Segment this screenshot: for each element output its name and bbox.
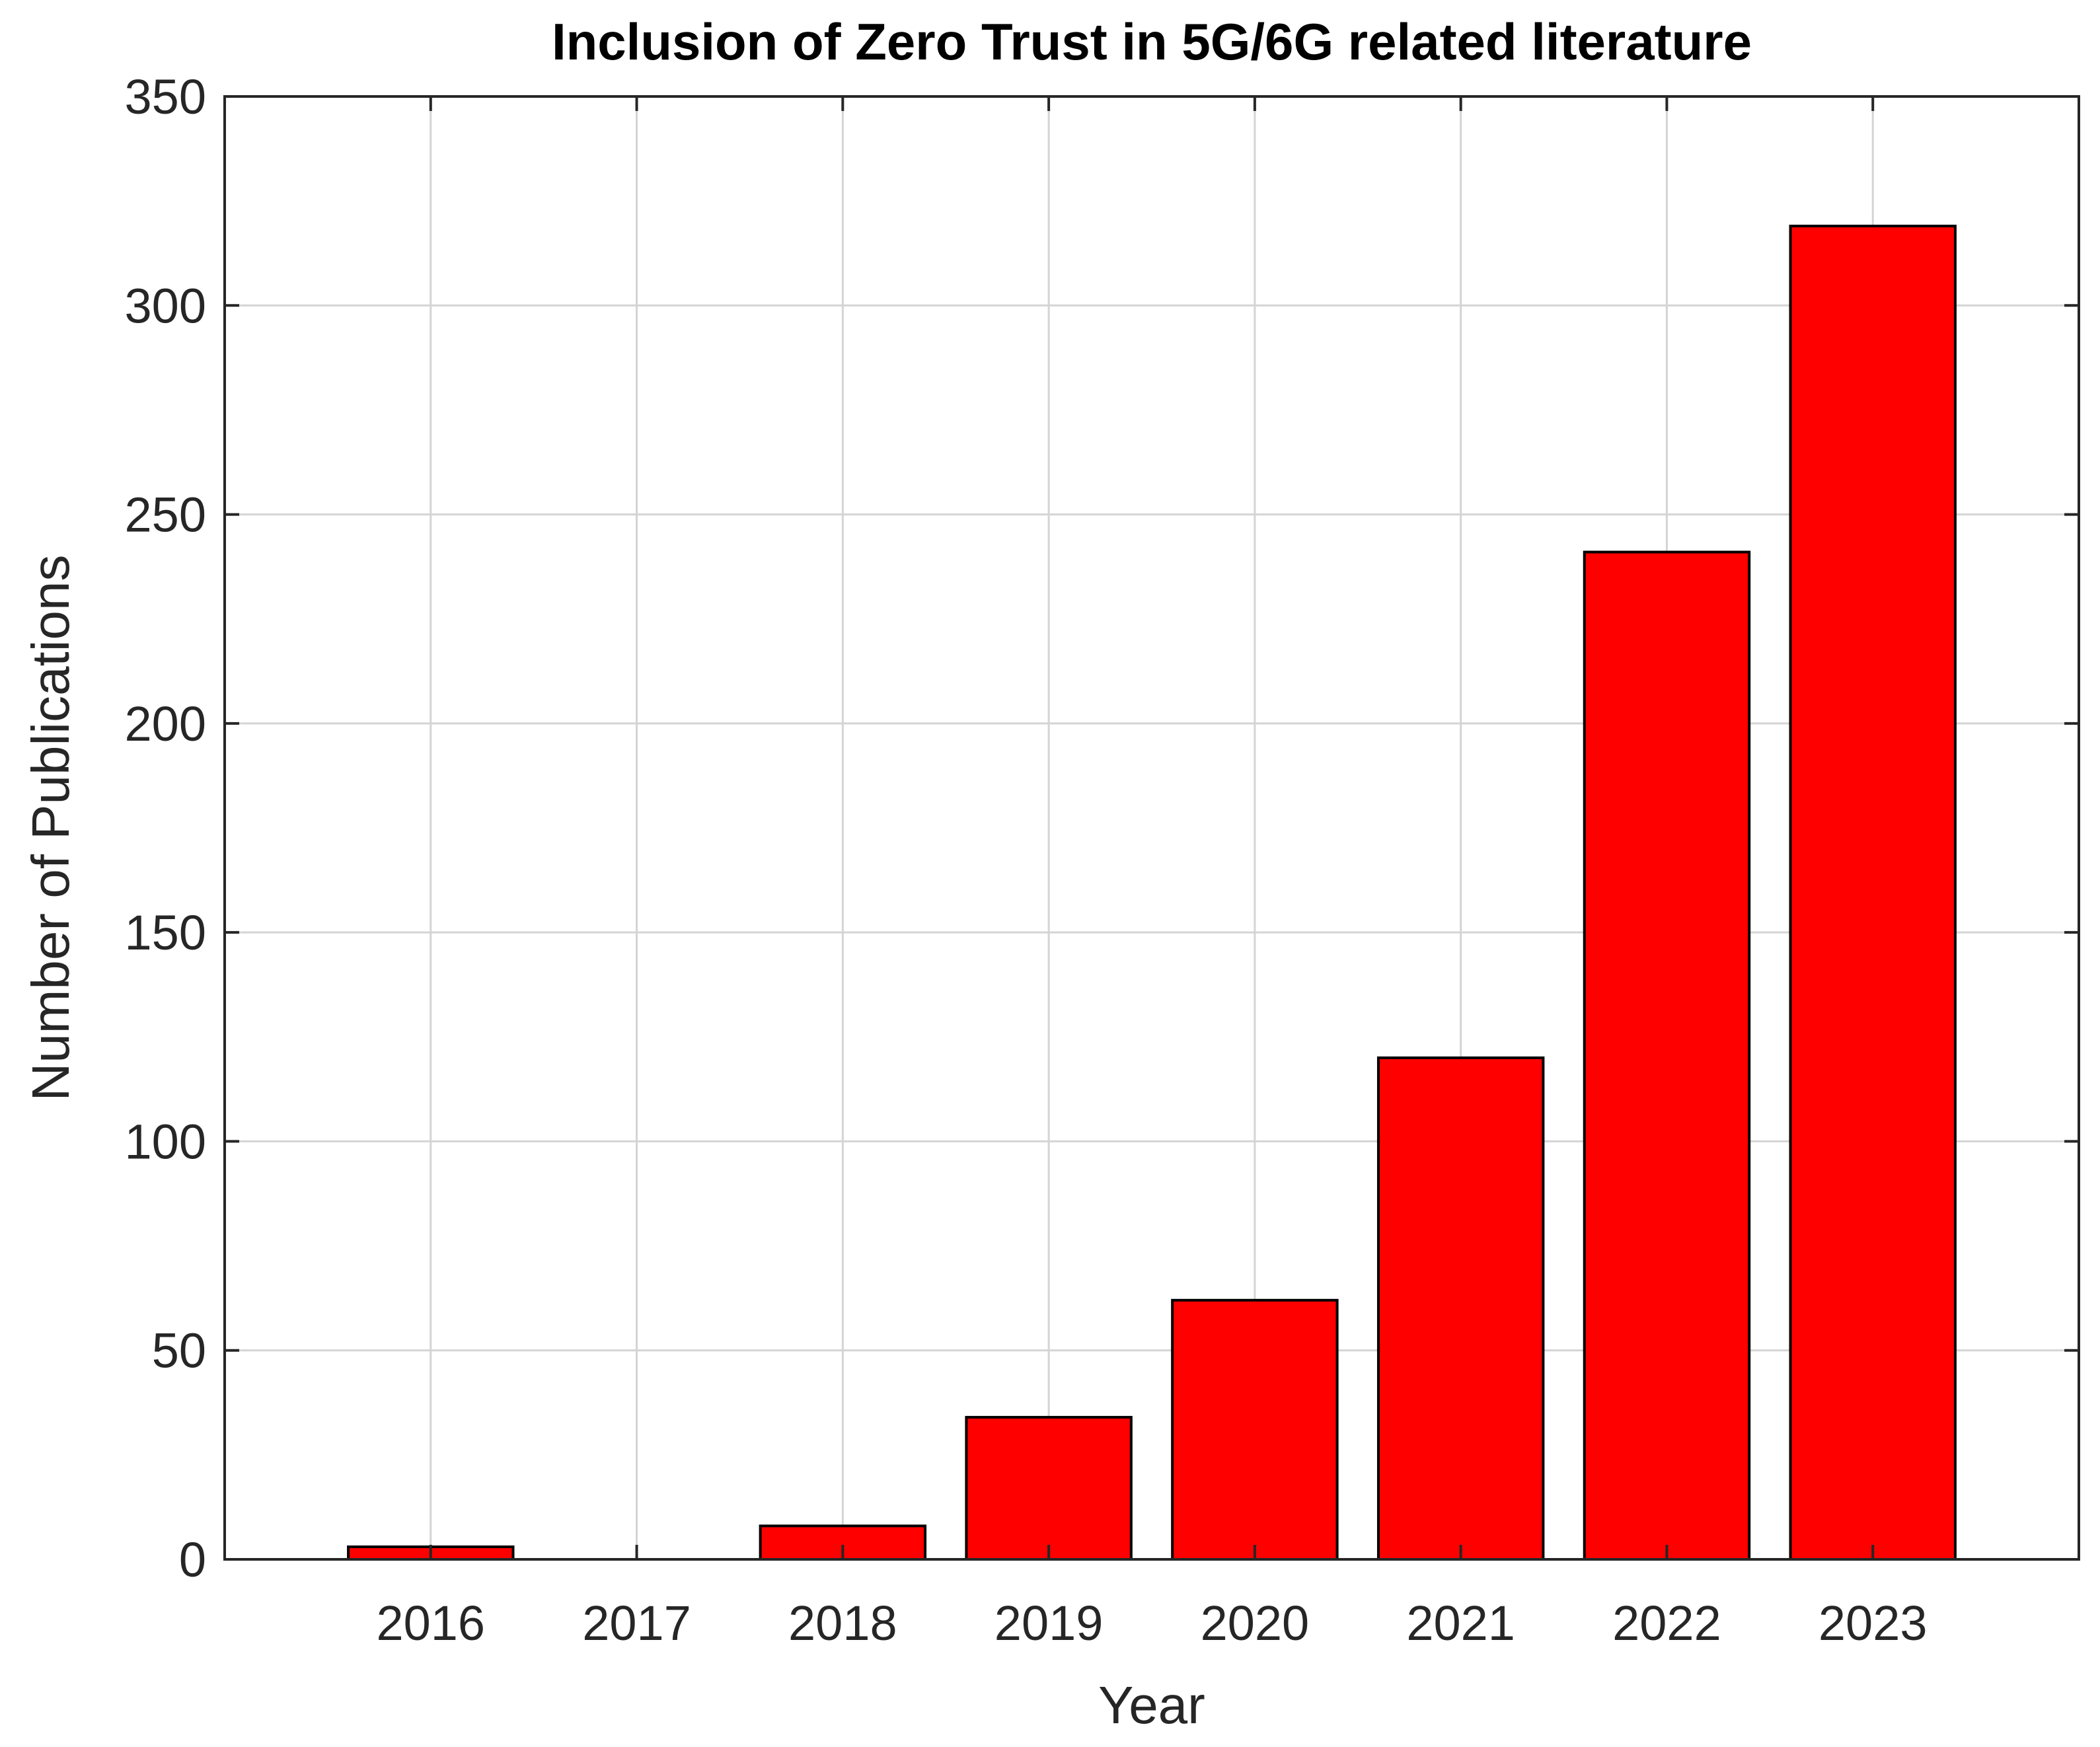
bar-2023 <box>1789 225 1957 1561</box>
chart-title: Inclusion of Zero Trust in 5G/6G related… <box>552 13 1752 71</box>
x-tick-label: 2019 <box>994 1596 1104 1651</box>
x-axis-label: Year <box>1098 1676 1205 1734</box>
y-axis-tick-labels: 0 50 100 150 200 250 300 350 <box>125 69 206 1587</box>
x-tick-label: 2022 <box>1612 1596 1721 1651</box>
bar-2020 <box>1171 1298 1339 1561</box>
y-tick-label: 150 <box>125 905 206 960</box>
plot-area-border <box>223 95 2080 1561</box>
x-tick-label: 2018 <box>788 1596 897 1651</box>
y-tick-label: 100 <box>125 1114 206 1169</box>
y-tick-label: 0 <box>179 1532 206 1587</box>
x-axis-tick-labels: 2016 2017 2018 2019 2020 2021 2022 2023 <box>376 1596 1927 1651</box>
y-tick-label: 350 <box>125 69 206 124</box>
x-tick-label: 2021 <box>1406 1596 1515 1651</box>
y-axis-label: Number of Publications <box>21 554 80 1101</box>
bars <box>347 225 1957 1561</box>
y-tick-label: 200 <box>125 696 206 751</box>
y-tick-label: 300 <box>125 278 206 333</box>
y-tick-label: 50 <box>152 1323 206 1378</box>
bar-2021 <box>1376 1056 1545 1561</box>
bar-2022 <box>1583 550 1751 1561</box>
bar-2019 <box>965 1415 1133 1561</box>
x-tick-label: 2016 <box>376 1596 485 1651</box>
y-tick-label: 250 <box>125 488 206 542</box>
tick-marks <box>225 95 2079 1561</box>
x-tick-label: 2023 <box>1819 1596 1928 1651</box>
x-tick-label: 2020 <box>1201 1596 1310 1651</box>
x-tick-label: 2017 <box>582 1596 691 1651</box>
